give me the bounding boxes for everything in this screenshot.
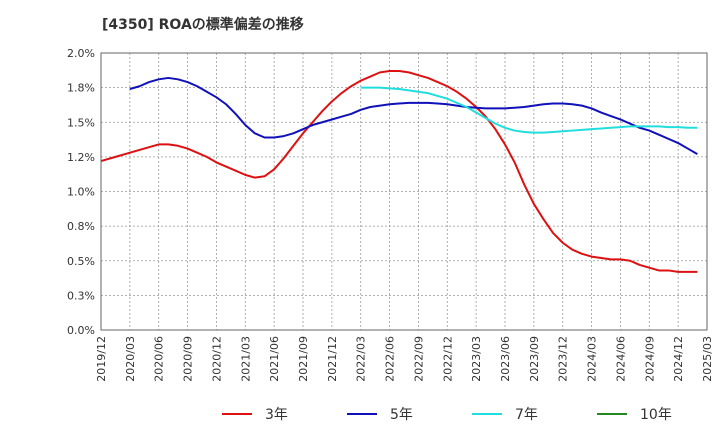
x-tick-label: 2023/06 xyxy=(499,336,512,382)
grid-layer xyxy=(101,53,707,330)
legend: 3年 5年 7年 10年 xyxy=(222,407,672,423)
legend-label: 5年 xyxy=(390,407,413,423)
y-axis-ticks: 0.0% 0.3% 0.5% 0.8% 1.0% 1.2% 1.5% 1.8% 2.0% xyxy=(67,47,95,337)
series-line-7年 xyxy=(360,86,698,134)
x-tick-label: 2022/06 xyxy=(384,336,397,382)
y-tick-label: 1.8% xyxy=(67,82,95,95)
x-tick-label: 2021/03 xyxy=(239,336,252,382)
y-tick-label: 1.0% xyxy=(67,186,95,199)
x-tick-label: 2019/12 xyxy=(95,336,108,382)
y-tick-label: 1.2% xyxy=(67,151,95,164)
x-tick-label: 2024/03 xyxy=(586,336,599,382)
legend-label: 7年 xyxy=(515,407,538,423)
x-tick-label: 2023/09 xyxy=(528,336,541,382)
x-tick-label: 2021/09 xyxy=(297,336,310,382)
x-tick-label: 2024/06 xyxy=(614,336,627,382)
series-line-5年 xyxy=(129,76,698,155)
legend-label: 3年 xyxy=(265,407,288,423)
x-tick-label: 2021/06 xyxy=(268,336,281,382)
x-tick-label: 2020/09 xyxy=(182,336,195,382)
x-tick-label: 2023/03 xyxy=(470,336,483,382)
x-tick-label: 2022/12 xyxy=(441,336,454,382)
y-tick-label: 0.3% xyxy=(67,289,95,302)
y-tick-label: 1.5% xyxy=(67,116,95,129)
x-tick-label: 2022/03 xyxy=(355,336,368,382)
x-tick-label: 2020/06 xyxy=(153,336,166,382)
x-tick-label: 2020/12 xyxy=(210,336,223,382)
legend-label: 10年 xyxy=(640,407,672,423)
x-tick-label: 2022/09 xyxy=(412,336,425,382)
x-tick-label: 2025/03 xyxy=(701,336,714,382)
y-tick-label: 0.5% xyxy=(67,255,95,268)
y-tick-label: 0.8% xyxy=(67,220,95,233)
x-tick-label: 2024/09 xyxy=(643,336,656,382)
x-tick-label: 2023/12 xyxy=(557,336,570,382)
y-tick-label: 0.0% xyxy=(67,324,95,337)
y-tick-label: 2.0% xyxy=(67,47,95,60)
series-layer xyxy=(100,70,698,273)
x-tick-label: 2020/03 xyxy=(124,336,137,382)
plot-frame xyxy=(100,52,708,331)
x-tick-label: 2021/12 xyxy=(326,336,339,382)
chart-title: [4350] ROAの標準偏差の推移 xyxy=(102,17,304,33)
series-line-3年 xyxy=(100,70,698,273)
x-tick-label: 2024/12 xyxy=(672,336,685,382)
x-axis-ticks: 2019/12 2020/03 2020/06 2020/09 2020/12 2021/… xyxy=(95,336,714,382)
